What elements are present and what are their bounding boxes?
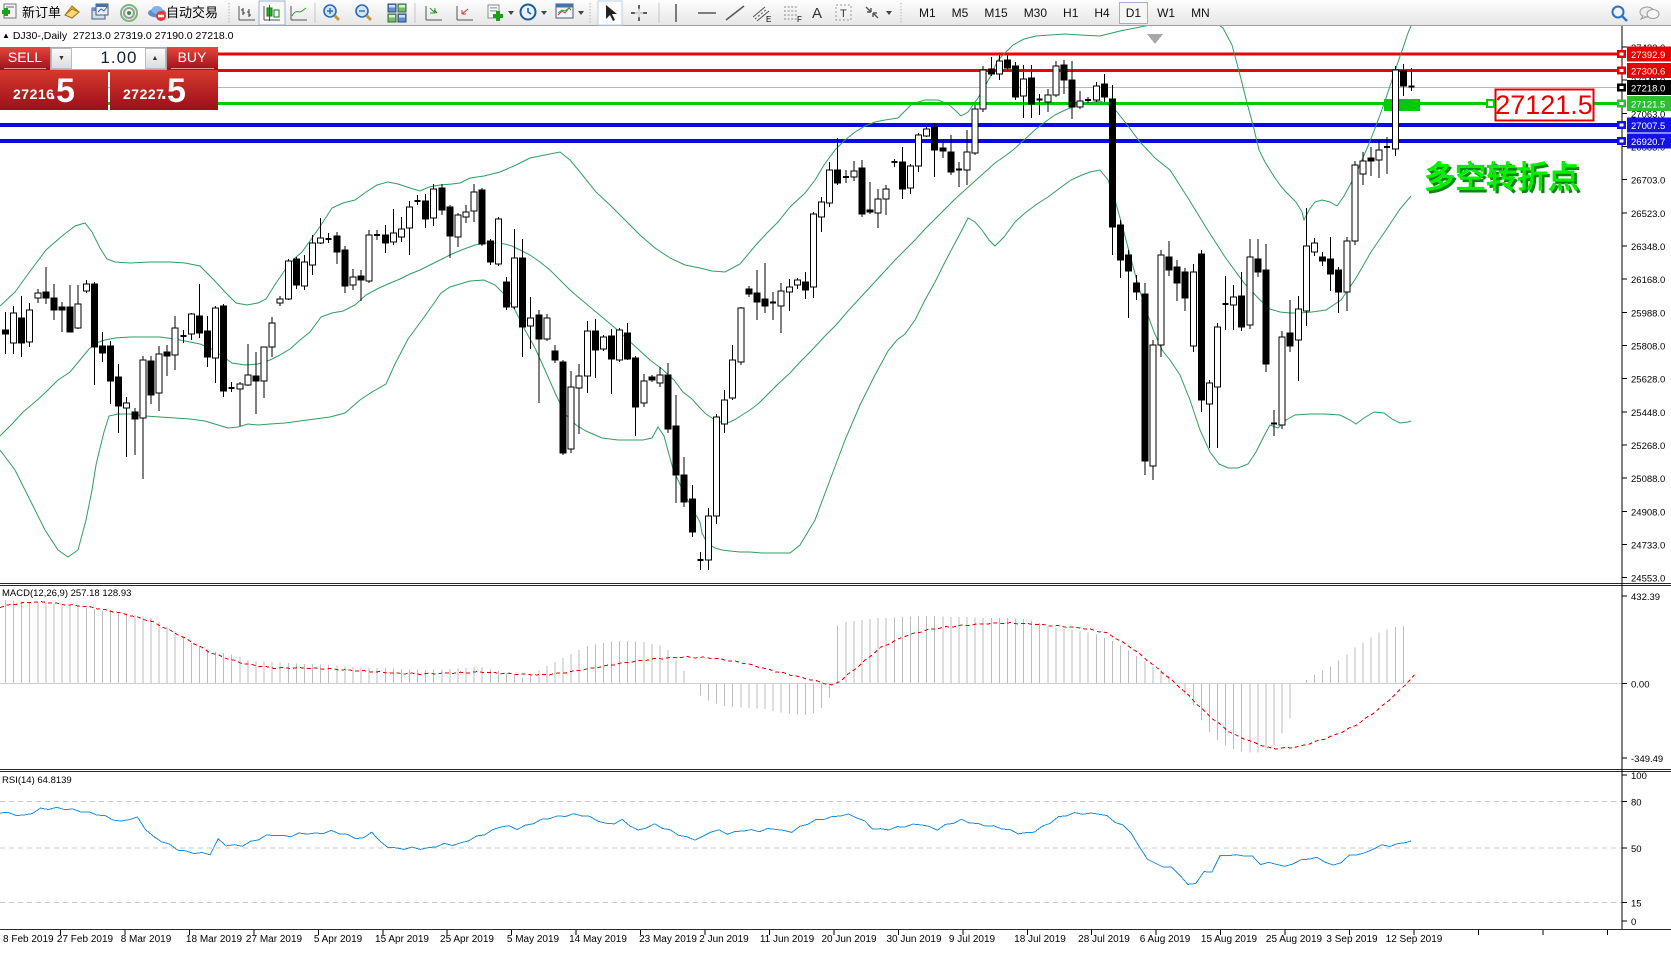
svg-text:20 Jun 2019: 20 Jun 2019 [821, 934, 876, 945]
svg-text:27063.0: 27063.0 [1631, 109, 1665, 120]
svg-text:25268.0: 25268.0 [1631, 441, 1665, 452]
svg-text:27 Mar 2019: 27 Mar 2019 [246, 934, 303, 945]
svg-text:E: E [766, 15, 771, 24]
svg-text:RSI(14) 64.8139: RSI(14) 64.8139 [2, 775, 72, 786]
svg-text:8 Mar 2019: 8 Mar 2019 [121, 934, 172, 945]
svg-text:-349.49: -349.49 [1631, 754, 1663, 765]
svg-text:6 Aug 2019: 6 Aug 2019 [1140, 934, 1191, 945]
svg-text:100: 100 [1631, 771, 1647, 782]
svg-text:25988.0: 25988.0 [1631, 308, 1665, 319]
svg-text:25448.0: 25448.0 [1631, 408, 1665, 419]
svg-text:18 Jul 2019: 18 Jul 2019 [1014, 934, 1066, 945]
svg-text:25 Apr 2019: 25 Apr 2019 [440, 934, 494, 945]
svg-text:50: 50 [1631, 844, 1642, 855]
svg-text:15 Aug 2019: 15 Aug 2019 [1201, 934, 1258, 945]
svg-text:27218.0: 27218.0 [1631, 84, 1665, 95]
svg-text:F: F [797, 15, 802, 24]
svg-text:24733.0: 24733.0 [1631, 541, 1665, 552]
svg-text:28 Jul 2019: 28 Jul 2019 [1078, 934, 1130, 945]
svg-text:27007.5: 27007.5 [1631, 121, 1665, 132]
svg-text:15 Apr 2019: 15 Apr 2019 [375, 934, 429, 945]
svg-text:23 May 2019: 23 May 2019 [639, 934, 697, 945]
svg-text:27121.5: 27121.5 [1495, 90, 1593, 120]
svg-text:26348.0: 26348.0 [1631, 242, 1665, 253]
svg-text:80: 80 [1631, 798, 1642, 809]
svg-text:自动交易: 自动交易 [166, 5, 218, 20]
svg-text:14 May 2019: 14 May 2019 [569, 934, 627, 945]
svg-text:18 Mar 2019: 18 Mar 2019 [186, 934, 243, 945]
svg-text:26703.0: 26703.0 [1631, 176, 1665, 187]
svg-text:多空转折点: 多空转折点 [1427, 163, 1582, 198]
svg-text:多空转折点: 多空转折点 [1424, 160, 1579, 195]
svg-text:8 Feb 2019: 8 Feb 2019 [3, 934, 54, 945]
svg-text:27392.9: 27392.9 [1631, 50, 1665, 61]
svg-text:25808.0: 25808.0 [1631, 342, 1665, 353]
svg-text:24908.0: 24908.0 [1631, 507, 1665, 518]
svg-text:12 Sep 2019: 12 Sep 2019 [1386, 934, 1443, 945]
svg-text:26523.0: 26523.0 [1631, 209, 1665, 220]
svg-text:新订单: 新订单 [22, 5, 61, 20]
svg-text:MACD(12,26,9) 257.18 128.93: MACD(12,26,9) 257.18 128.93 [2, 588, 131, 599]
svg-text:A: A [812, 5, 822, 22]
svg-text:0.00: 0.00 [1631, 680, 1650, 691]
svg-text:5 Apr 2019: 5 Apr 2019 [314, 934, 363, 945]
svg-text:5 May 2019: 5 May 2019 [507, 934, 560, 945]
svg-text:24553.0: 24553.0 [1631, 574, 1665, 585]
svg-text:25088.0: 25088.0 [1631, 474, 1665, 485]
svg-text:30 Jun 2019: 30 Jun 2019 [886, 934, 941, 945]
svg-text:27300.6: 27300.6 [1631, 67, 1665, 78]
svg-text:25628.0: 25628.0 [1631, 375, 1665, 386]
svg-text:9 Jul 2019: 9 Jul 2019 [949, 934, 996, 945]
svg-text:25 Aug 2019: 25 Aug 2019 [1266, 934, 1323, 945]
svg-text:11 Jun 2019: 11 Jun 2019 [760, 934, 815, 945]
svg-text:26920.7: 26920.7 [1631, 137, 1665, 148]
svg-text:2 Jun 2019: 2 Jun 2019 [699, 934, 749, 945]
svg-text:26168.0: 26168.0 [1631, 275, 1665, 286]
svg-text:27121.5: 27121.5 [1631, 99, 1665, 110]
svg-text:27 Feb 2019: 27 Feb 2019 [57, 934, 114, 945]
svg-text:15: 15 [1631, 898, 1642, 909]
svg-text:432.39: 432.39 [1631, 592, 1660, 603]
svg-text:3 Sep 2019: 3 Sep 2019 [1326, 934, 1378, 945]
svg-text:T: T [840, 8, 847, 20]
svg-text:0: 0 [1631, 917, 1636, 928]
